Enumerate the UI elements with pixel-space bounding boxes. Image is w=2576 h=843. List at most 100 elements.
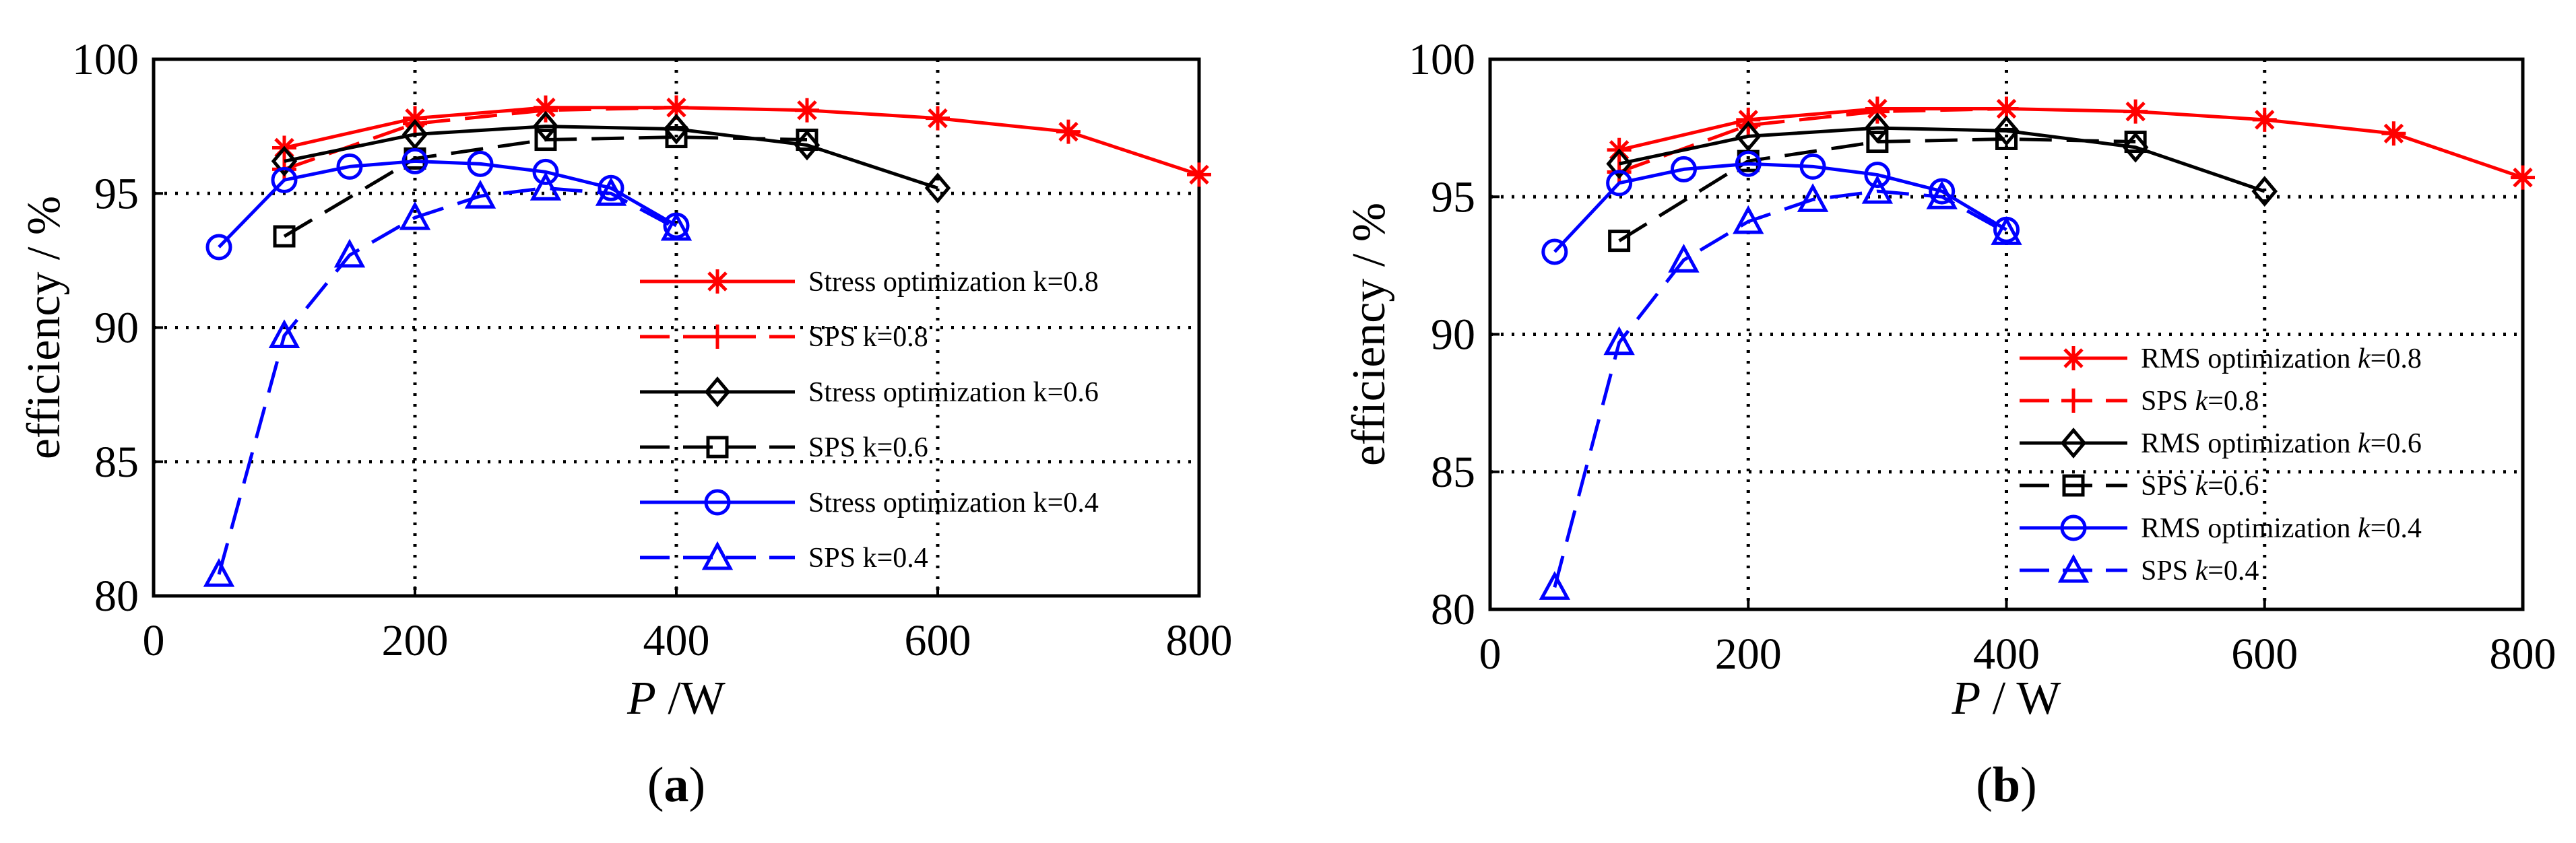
data-point-diamond <box>401 119 428 150</box>
x-tick-label: 400 <box>1973 630 2040 679</box>
data-point-circle <box>1799 153 1826 180</box>
chart-panel-a: 0 200 400 600 800 80 85 90 95 100 P /W efficiency /… <box>18 35 1233 813</box>
legend-label: SPS k=0.6 <box>2141 471 2259 502</box>
y-tick-label: 95 <box>94 169 139 218</box>
x-axis-label: P / W <box>1951 673 2061 724</box>
series-line <box>284 125 938 190</box>
data-point-square <box>1995 127 2018 150</box>
legend-marker-diamond <box>704 376 731 407</box>
x-tick-label: 400 <box>643 616 710 665</box>
data-point-circle <box>271 166 298 193</box>
data-point-diamond <box>271 145 298 177</box>
data-point-triangle <box>595 177 627 206</box>
data-point-diamond <box>1606 148 1632 180</box>
data-point-star <box>2252 107 2277 132</box>
data-point-diamond <box>924 172 951 204</box>
data-point-plus <box>1865 99 1890 124</box>
x-tick-label: 0 <box>143 616 165 665</box>
legend-marker-circle <box>2060 514 2087 541</box>
y-axis-label: efficiency / % <box>1343 203 1395 466</box>
legend-label: SPS k=0.8 <box>2141 386 2259 417</box>
series-line <box>284 106 1200 176</box>
series-5 <box>1539 174 2022 600</box>
series-line <box>1618 137 2136 242</box>
legend-marker-square <box>2062 474 2085 497</box>
data-point-star <box>2123 99 2148 124</box>
data-point-triangle <box>268 319 300 348</box>
data-point-star <box>2511 165 2535 190</box>
data-point-circle <box>205 234 232 261</box>
data-point-diamond <box>663 113 690 145</box>
legend: Stress optimization k=0.8 SPS k=0.8 Stress… <box>640 267 1099 574</box>
data-point-circle <box>1735 150 1762 177</box>
series-3 <box>273 126 818 248</box>
data-point-triangle <box>529 172 562 201</box>
x-axis-label-symbol: P <box>626 673 656 724</box>
y-tick-label: 90 <box>94 304 139 353</box>
chart-panel-b: 0 200 400 600 800 80 85 90 95 100 P / W efficiency … <box>1343 35 2556 813</box>
data-point-circle <box>1864 162 1891 189</box>
series-5 <box>203 172 693 587</box>
x-tick-label: 600 <box>2231 630 2298 679</box>
x-axis-label-unit: / W <box>1981 673 2061 724</box>
data-point-triangle <box>1603 326 1635 356</box>
data-point-diamond <box>2251 176 2278 207</box>
legend-marker-square <box>706 436 729 459</box>
data-point-circle <box>336 153 363 180</box>
legend-marker-triangle <box>701 541 734 570</box>
data-point-circle <box>1929 178 1956 205</box>
data-point-triangle <box>1797 183 1829 212</box>
data-point-triangle <box>1733 205 1764 234</box>
data-point-square <box>1608 230 1631 252</box>
legend-label: RMS optimization k=0.4 <box>2141 513 2422 544</box>
legend-label: Stress optimization k=0.4 <box>808 487 1099 518</box>
legend: RMS optimization k=0.8 SPS k=0.8 RMS optim… <box>2020 343 2422 586</box>
x-axis-label: P /W <box>626 673 726 724</box>
legend-label: Stress optimization k=0.8 <box>808 267 1099 298</box>
legend-marker-circle <box>704 489 731 516</box>
y-tick-label: 100 <box>1409 35 1475 84</box>
data-point-circle <box>1670 156 1697 182</box>
data-point-plus <box>534 98 558 123</box>
data-point-triangle <box>660 211 693 241</box>
legend-label: SPS k=0.8 <box>808 322 928 353</box>
legend-label: Stress optimization k=0.6 <box>808 377 1099 408</box>
data-point-star <box>795 98 819 123</box>
x-tick-label: 800 <box>2490 630 2556 679</box>
x-tick-label: 0 <box>1479 630 1502 679</box>
legend-label: SPS k=0.4 <box>2141 555 2259 586</box>
data-point-square <box>665 126 688 149</box>
series-line <box>1553 189 2007 588</box>
data-point-circle <box>532 158 559 185</box>
y-tick-label: 80 <box>1431 585 1475 634</box>
data-point-circle <box>598 174 624 201</box>
x-tick-label: 600 <box>905 616 971 665</box>
y-tick-label: 90 <box>1431 310 1475 360</box>
data-point-star <box>2381 121 2406 146</box>
data-point-diamond <box>1993 115 2020 147</box>
series-2 <box>1606 112 2278 207</box>
data-point-triangle <box>1539 571 1571 600</box>
legend-marker-diamond <box>2060 428 2087 459</box>
legend-label: SPS k=0.6 <box>808 432 928 463</box>
legend-label: SPS k=0.4 <box>808 543 928 574</box>
legend-marker-plus <box>2061 389 2086 413</box>
y-tick-label: 85 <box>94 438 139 487</box>
data-point-circle <box>401 147 428 174</box>
data-point-triangle <box>1668 243 1700 273</box>
y-tick-label: 100 <box>72 35 139 84</box>
data-point-triangle <box>399 201 431 230</box>
data-point-circle <box>1606 170 1633 197</box>
series-line <box>217 186 678 575</box>
x-axis-label-unit: /W <box>656 673 726 724</box>
series-4 <box>1541 150 2020 265</box>
data-point-square <box>2124 131 2147 154</box>
data-point-star <box>1056 119 1081 144</box>
y-tick-label: 80 <box>94 572 139 621</box>
panel-caption: (a) <box>647 757 705 813</box>
data-point-circle <box>1541 238 1568 265</box>
data-point-square <box>273 225 296 248</box>
legend-marker-star <box>705 269 730 294</box>
data-point-diamond <box>1864 112 1891 144</box>
